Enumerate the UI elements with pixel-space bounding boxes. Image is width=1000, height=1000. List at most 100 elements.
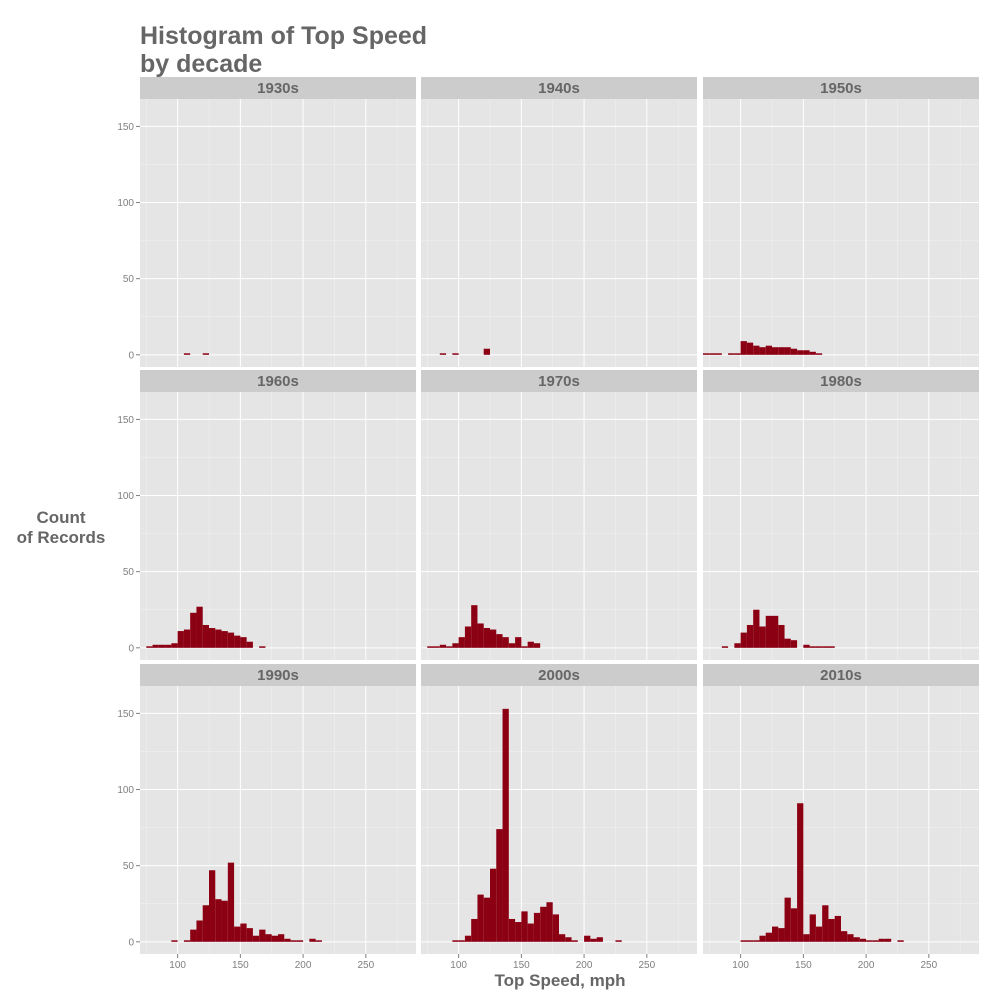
histogram-bar — [259, 646, 266, 648]
histogram-bar — [464, 935, 472, 942]
x-tick-label: 100 — [732, 960, 749, 971]
histogram-bar — [815, 353, 823, 355]
histogram-bar — [734, 353, 741, 355]
facet-panel-1980s: 1980s — [703, 370, 979, 660]
histogram-bar — [803, 644, 810, 648]
histogram-bar — [446, 646, 453, 648]
histogram-bar — [471, 918, 478, 942]
x-tick-label: 150 — [232, 960, 249, 971]
histogram-bar — [565, 937, 572, 942]
histogram-bar — [171, 940, 178, 942]
histogram-bar — [221, 631, 228, 648]
histogram-bar — [490, 868, 497, 942]
panel-background — [703, 99, 979, 367]
y-tick-label: 0 — [128, 643, 134, 654]
histogram-bar — [165, 644, 172, 648]
facet-strip-label: 1970s — [538, 373, 580, 390]
histogram-bar — [527, 923, 534, 942]
y-tick-label: 150 — [117, 709, 134, 720]
histogram-bar — [240, 637, 247, 648]
histogram-bar — [884, 938, 892, 942]
facet-panel-1950s: 1950s — [703, 77, 979, 367]
histogram-bar — [477, 894, 484, 942]
histogram-bar — [584, 935, 591, 942]
histogram-bar — [828, 646, 835, 648]
histogram-bar — [740, 940, 747, 942]
histogram-bar — [772, 615, 779, 648]
facet-strip — [703, 370, 979, 392]
histogram-bar — [772, 926, 779, 942]
histogram-bar — [496, 634, 503, 648]
x-axis-title: Top Speed, mph — [495, 971, 626, 990]
histogram-bar — [152, 644, 159, 648]
facet-panel-2000s: 2000s 100 150 200 250 — [421, 664, 697, 971]
histogram-bar — [778, 928, 785, 942]
x-tick-label: 100 — [450, 960, 467, 971]
histogram-bar — [559, 934, 566, 942]
facet-strip-label: 2000s — [538, 667, 580, 684]
histogram-bar — [784, 638, 791, 648]
histogram-bar — [765, 345, 772, 355]
panel-background — [421, 99, 697, 367]
histogram-bar — [721, 646, 729, 648]
x-tick-label: 200 — [576, 960, 593, 971]
x-tick-label: 200 — [295, 960, 312, 971]
histogram-bar — [822, 646, 829, 648]
histogram-bar — [778, 624, 785, 648]
histogram-bar — [490, 629, 497, 648]
histogram-bar — [427, 646, 434, 648]
histogram-bar — [872, 940, 879, 942]
y-tick-label: 50 — [123, 567, 135, 578]
histogram-bar — [772, 347, 779, 355]
histogram-bar — [452, 643, 459, 648]
facet-strip-label: 1990s — [257, 667, 299, 684]
histogram-bar — [790, 640, 798, 648]
facet-strip — [140, 370, 416, 392]
histogram-bar — [158, 644, 166, 648]
histogram-bar — [740, 632, 747, 648]
histogram-bar — [847, 934, 854, 942]
facet-panel-1990s: 1990s 0 50 100 150 100 150 200 250 — [117, 664, 416, 971]
histogram-bar — [759, 347, 766, 355]
histogram-bar — [809, 914, 816, 942]
histogram-bar — [177, 631, 184, 648]
histogram-bar — [746, 342, 754, 355]
histogram-bar — [533, 912, 541, 942]
histogram-bar — [897, 940, 904, 942]
histogram-bar — [202, 905, 209, 942]
histogram-bar — [202, 624, 209, 648]
panel-background — [140, 99, 416, 367]
histogram-bar — [590, 938, 597, 942]
histogram-bar — [483, 628, 490, 648]
histogram-bar — [278, 934, 285, 942]
histogram-bar — [202, 353, 209, 355]
chart-title-line-2: by decade — [140, 50, 262, 78]
histogram-bar — [464, 626, 472, 648]
histogram-bar — [296, 940, 304, 942]
histogram-bar — [452, 353, 459, 355]
histogram-bar — [703, 353, 710, 355]
histogram-bar — [215, 899, 222, 942]
y-tick-label: 150 — [117, 415, 134, 426]
x-tick-label: 200 — [858, 960, 875, 971]
histogram-bar — [790, 348, 798, 355]
histogram-bar — [746, 624, 754, 648]
histogram-bar — [728, 353, 735, 355]
histogram-bar — [859, 938, 867, 942]
histogram-bar — [252, 935, 260, 942]
histogram-bar — [259, 929, 266, 942]
facet-panel-2010s: 2010s 100 150 200 250 — [703, 664, 979, 971]
y-tick-label: 50 — [123, 274, 135, 285]
histogram-bar — [290, 940, 297, 942]
panel-background — [703, 392, 979, 660]
histogram-bar — [508, 918, 516, 942]
facet-strip — [703, 664, 979, 686]
panel-background — [703, 686, 979, 954]
panel-background — [421, 392, 697, 660]
histogram-bar — [790, 908, 798, 942]
facet-panel-1970s: 1970s — [421, 370, 697, 660]
y-tick-label: 100 — [117, 785, 134, 796]
histogram-bar — [284, 938, 291, 942]
histogram-bar — [834, 915, 841, 942]
